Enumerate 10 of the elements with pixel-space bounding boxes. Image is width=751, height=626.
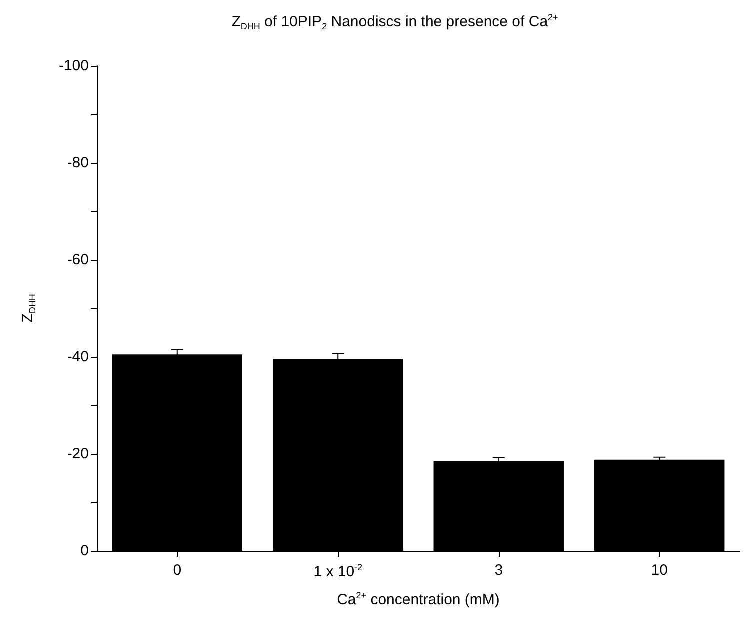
x-tick-label: 3 [494, 562, 504, 579]
y-tick-label: -20 [67, 446, 89, 462]
x-tick-label: 0 [173, 562, 182, 579]
y-tick-label: -40 [67, 348, 89, 366]
x-tick-label: 10 [651, 562, 668, 579]
y-tick-label: -60 [67, 252, 89, 268]
y-tick-label: -100 [58, 58, 89, 74]
y-tick-label: -80 [67, 154, 89, 172]
y-tick-label: 0 [80, 542, 89, 560]
y-axis-title: ZDHH [20, 294, 38, 323]
